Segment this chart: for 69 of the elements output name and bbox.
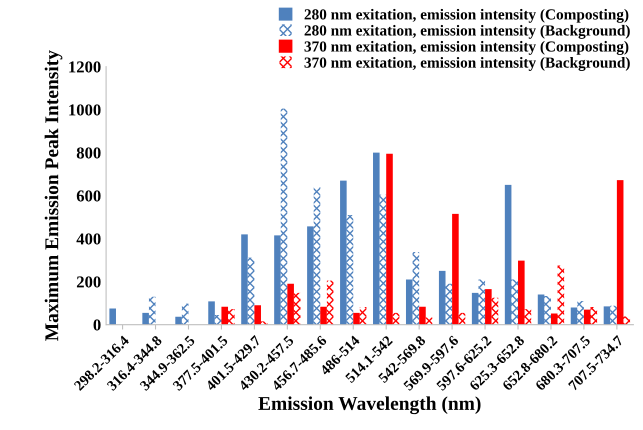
bar (472, 292, 478, 325)
y-tick-label: 1000 (69, 104, 101, 116)
bar (524, 309, 532, 325)
bar (214, 314, 222, 325)
y-tick-label: 800 (76, 147, 101, 159)
bar (175, 316, 182, 325)
legend-label: 280 nm exitation, emission intensity (Composting) (304, 8, 628, 23)
bar (623, 316, 630, 325)
bar (406, 280, 413, 325)
bar (274, 235, 281, 325)
bar (386, 154, 393, 325)
y-tick-label: 600 (76, 190, 101, 202)
bar (142, 312, 149, 325)
bar (610, 306, 617, 325)
bar (280, 108, 288, 325)
bar (326, 280, 334, 325)
bar (182, 304, 188, 325)
bar (248, 258, 254, 325)
y-tick-label: 200 (76, 276, 101, 288)
bar (616, 180, 624, 325)
bar (346, 215, 354, 325)
bar (492, 298, 498, 325)
bar (518, 260, 525, 325)
y-axis-title: Maximum Emission Peak Intensity (44, 50, 62, 341)
bar (538, 294, 544, 325)
bar (208, 301, 215, 325)
bar (294, 292, 301, 325)
bar (228, 309, 235, 325)
bar (221, 306, 228, 325)
y-tick-label: 400 (76, 233, 101, 245)
bar (438, 270, 446, 325)
bar (320, 306, 327, 325)
bar (392, 312, 400, 325)
legend-label: 370 nm exitation, emission intensity (Background) (304, 56, 630, 71)
bar (511, 280, 518, 325)
bar (446, 284, 452, 325)
bar (452, 214, 459, 325)
bar (360, 307, 366, 325)
bar (353, 312, 360, 325)
bar (340, 180, 347, 325)
bar (419, 306, 426, 325)
bar (307, 226, 314, 325)
bar (550, 313, 558, 325)
legend-label: 280 nm exitation, emission intensity (Background) (304, 24, 630, 39)
bar (504, 184, 512, 325)
bar (590, 307, 598, 325)
bar (254, 305, 261, 325)
bar (458, 312, 466, 325)
bar (241, 234, 248, 325)
bar (314, 187, 320, 325)
bar (478, 280, 486, 325)
bar (380, 194, 386, 325)
bar (412, 252, 420, 325)
legend-label: 370 nm exitation, emission intensity (Composting) (304, 40, 628, 55)
bar (558, 266, 564, 325)
bar (544, 296, 551, 325)
bar (604, 306, 610, 325)
bar (570, 307, 578, 325)
x-axis-title: Emission Wavelength (nm) (258, 396, 481, 414)
bar (584, 310, 591, 325)
bar (373, 152, 380, 325)
y-tick-label: 1200 (69, 61, 101, 73)
bar (148, 296, 156, 325)
bar (426, 318, 432, 325)
y-tick-label: 0 (94, 319, 101, 331)
bar (287, 284, 294, 325)
bar (577, 301, 584, 325)
bar (109, 308, 116, 325)
bar (485, 289, 492, 325)
